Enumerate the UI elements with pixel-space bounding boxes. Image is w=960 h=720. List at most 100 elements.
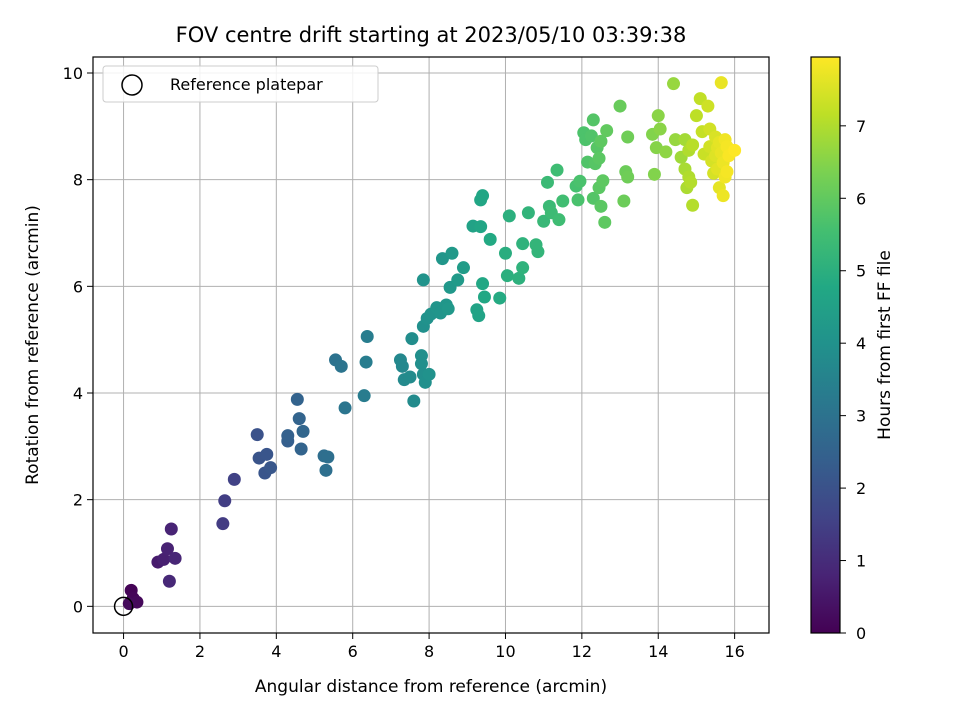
- colorbar-tick-label: 2: [856, 479, 866, 498]
- data-point: [416, 273, 430, 287]
- data-point: [651, 109, 665, 123]
- colorbar-ticks: 0 1 2 3 4 5 6 7: [840, 117, 866, 643]
- x-tick-label: 2: [195, 642, 205, 661]
- data-point: [296, 424, 310, 438]
- colorbar-tick-label: 4: [856, 334, 866, 353]
- data-point: [516, 261, 530, 275]
- data-point: [714, 76, 728, 90]
- data-point: [500, 269, 514, 283]
- data-point: [250, 428, 264, 442]
- data-point: [435, 252, 449, 266]
- x-tick-label: 14: [648, 642, 668, 661]
- data-point: [531, 245, 545, 259]
- data-point: [290, 392, 304, 406]
- data-point: [493, 291, 507, 305]
- data-point: [550, 163, 564, 177]
- data-point: [357, 389, 371, 403]
- y-tick-label: 8: [73, 171, 83, 190]
- data-point: [218, 494, 232, 508]
- data-point: [686, 198, 700, 212]
- data-point: [407, 394, 421, 408]
- data-point: [596, 174, 610, 188]
- x-axis-ticks: 0 2 4 6 8 10 12 14 16: [118, 633, 745, 661]
- data-point: [321, 450, 335, 464]
- data-point: [686, 138, 700, 152]
- data-point: [556, 194, 570, 208]
- data-point: [592, 151, 606, 165]
- data-point: [621, 130, 635, 144]
- data-point: [476, 189, 490, 203]
- data-point: [728, 143, 742, 157]
- x-axis-label: Angular distance from reference (arcmin): [255, 677, 607, 697]
- data-point: [160, 542, 174, 556]
- data-point: [168, 551, 182, 565]
- data-point: [598, 215, 612, 229]
- x-tick-label: 10: [495, 642, 515, 661]
- data-point: [689, 109, 703, 123]
- x-tick-label: 6: [348, 642, 358, 661]
- colorbar-tick-label: 6: [856, 189, 866, 208]
- data-point: [162, 574, 176, 588]
- data-point: [334, 359, 348, 373]
- data-point: [483, 232, 497, 246]
- data-point: [571, 193, 585, 207]
- y-axis-ticks: 0 2 4 6 8 10: [63, 64, 93, 616]
- data-point: [516, 237, 530, 251]
- data-point: [512, 271, 526, 285]
- data-point: [477, 290, 491, 304]
- legend-marker: [121, 74, 143, 96]
- colorbar-tick-label: 1: [856, 552, 866, 571]
- y-tick-label: 2: [73, 491, 83, 510]
- colorbar-tick-label: 3: [856, 407, 866, 426]
- data-point: [414, 357, 428, 371]
- data-point: [476, 277, 490, 291]
- data-point: [395, 359, 409, 373]
- data-point: [422, 367, 436, 381]
- x-tick-label: 8: [424, 642, 434, 661]
- data-point: [552, 213, 566, 227]
- data-point: [594, 134, 608, 148]
- data-point: [653, 122, 667, 136]
- data-point: [359, 355, 373, 369]
- y-tick-label: 4: [73, 384, 83, 403]
- legend-box: [102, 65, 379, 103]
- colorbar-label: Hours from first FF file: [875, 250, 895, 440]
- data-point: [227, 472, 241, 486]
- data-point: [667, 77, 681, 91]
- data-point: [502, 209, 516, 223]
- data-point: [456, 261, 470, 275]
- plot-frame: [92, 56, 770, 634]
- colorbar: 0 1 2 3 4 5 6 7 Hours from first FF file: [810, 56, 895, 643]
- x-tick-label: 16: [724, 642, 744, 661]
- data-point: [216, 517, 230, 531]
- data-point: [594, 199, 608, 213]
- colorbar-tick-label: 5: [856, 262, 866, 281]
- data-point: [445, 246, 459, 260]
- chart-title: FOV centre drift starting at 2023/05/10 …: [176, 23, 687, 47]
- data-point: [684, 175, 698, 189]
- data-point: [281, 429, 295, 443]
- data-point: [521, 206, 535, 220]
- data-point: [586, 113, 600, 127]
- data-point: [621, 170, 635, 184]
- data-point: [157, 552, 171, 566]
- data-point: [647, 167, 661, 181]
- data-point: [474, 220, 488, 234]
- legend-label: Reference platepar: [170, 75, 323, 94]
- data-point: [260, 447, 274, 461]
- data-point: [498, 246, 512, 260]
- data-point: [584, 129, 598, 143]
- data-point: [540, 175, 554, 189]
- data-point: [403, 370, 417, 384]
- colorbar-gradient: [811, 57, 840, 633]
- y-tick-label: 10: [63, 64, 83, 83]
- data-points: [122, 76, 742, 611]
- data-point: [716, 189, 730, 203]
- data-point: [441, 302, 455, 316]
- grid-lines: [93, 57, 769, 633]
- data-point: [537, 214, 551, 228]
- y-axis-label: Rotation from reference (arcmin): [23, 205, 43, 485]
- data-point: [668, 133, 682, 147]
- data-point: [659, 145, 673, 159]
